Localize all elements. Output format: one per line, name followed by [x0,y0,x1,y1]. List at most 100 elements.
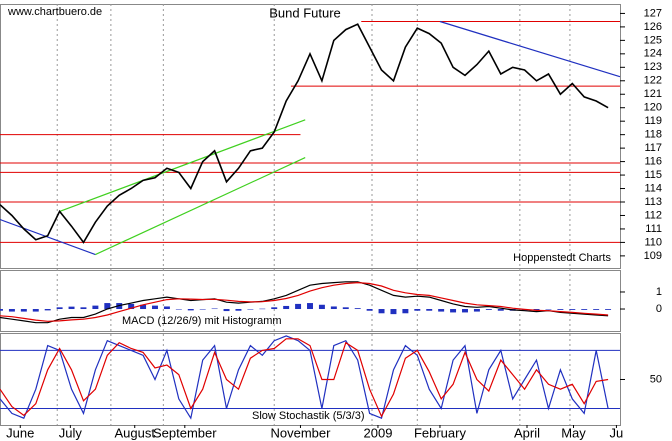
histogram-bar [342,307,349,310]
histogram-bar [378,309,385,314]
histogram-bar [56,307,63,310]
histogram-bar [330,306,337,310]
histogram-bar [545,309,552,310]
histogram-bar [557,309,564,310]
histogram-bar [307,303,313,310]
y-tick-label: 118 [644,129,662,141]
watermark: www.chartbuero.de [7,6,102,18]
x-tick-label: April [514,425,540,440]
y-tick-label: 125 [644,34,662,46]
histogram-bar [128,303,135,310]
series-line [0,23,609,244]
y-tick-label: 119 [644,115,662,127]
histogram-bar [175,309,182,310]
histogram-bar [366,309,373,311]
series-line [0,338,609,418]
histogram-bar [271,307,278,310]
histogram-bar [104,303,111,310]
y-tick-label: 50 [650,373,662,385]
y-tick-label: 126 [644,21,662,33]
histogram-bar [390,309,397,315]
x-tick-label: May [561,425,586,440]
y-tick-label: 120 [644,102,662,114]
panel-frame [0,270,621,332]
y-tick-label: 123 [644,61,662,73]
histogram-bar [259,308,266,310]
histogram-bar [414,309,421,311]
series-line [0,335,609,420]
x-tick-label: Ju [610,425,624,440]
y-tick-label: 127 [644,7,662,19]
histogram-bar [20,309,27,312]
x-tick-label: February [414,425,467,440]
histogram-bar [402,309,409,314]
source-label: Hoppenstedt Charts [513,252,611,264]
panel-title: MACD (12/26/9) mit Histogramm [122,315,282,327]
histogram-bar [32,309,39,312]
histogram-bar [247,309,254,310]
histogram-bar [533,309,540,311]
histogram-bar [354,308,361,310]
y-tick-label: 122 [644,75,662,87]
histogram-bar [8,309,15,312]
histogram-bar [485,309,492,310]
x-tick-label: September [153,425,217,440]
y-tick-label: 1 [656,286,662,298]
histogram-bar [68,306,75,310]
histogram-bar [581,309,588,310]
y-tick-label: 110 [644,236,662,248]
x-tick-label: June [6,425,34,440]
histogram-bar [163,306,170,310]
trend-line [95,157,306,256]
histogram-bar [223,309,230,312]
y-tick-label: 111 [645,223,662,235]
y-tick-label: 121 [644,88,662,100]
y-tick-label: 116 [644,155,662,167]
trend-line [0,218,96,256]
histogram-bar [44,309,51,311]
histogram-bar [152,305,158,310]
y-tick-label: 113 [644,196,662,208]
histogram-bar [140,304,147,310]
y-tick-label: 112 [644,209,662,221]
histogram-bar [92,305,99,310]
histogram-bar [473,309,480,312]
y-tick-label: 124 [644,48,662,60]
histogram-bar [295,303,302,310]
y-tick-label: 109 [644,250,662,262]
histogram-bar [0,309,3,311]
x-tick-label: July [59,425,83,440]
y-tick-label: 115 [644,169,662,181]
histogram-bar [318,304,325,310]
histogram-bar [569,309,576,310]
x-tick-label: August [114,425,155,440]
histogram-bar [450,309,457,313]
y-tick-label: 114 [644,182,662,194]
trend-line [439,20,621,78]
x-tick-label: November [270,425,331,440]
histogram-bar [235,309,242,311]
series-line [0,281,609,322]
trend-line [59,119,306,212]
chart-title: Bund Future [269,5,341,20]
histogram-bar [438,309,445,312]
histogram-bar [199,309,206,310]
x-tick-label: 2009 [364,425,393,440]
histogram-bar [605,309,612,310]
histogram-bar [211,308,218,310]
histogram-bar [187,309,194,311]
histogram-bar [283,305,290,310]
histogram-bar [80,307,87,310]
series-line [0,281,609,324]
panel-title: Slow Stochastik (5/3/3) [252,410,365,422]
histogram-bar [462,309,468,313]
histogram-bar [593,309,600,310]
histogram-bar [426,309,433,311]
histogram-bar [497,309,504,311]
panel-frame [0,4,621,269]
y-tick-label: 117 [644,142,662,154]
y-tick-label: 0 [656,303,662,315]
